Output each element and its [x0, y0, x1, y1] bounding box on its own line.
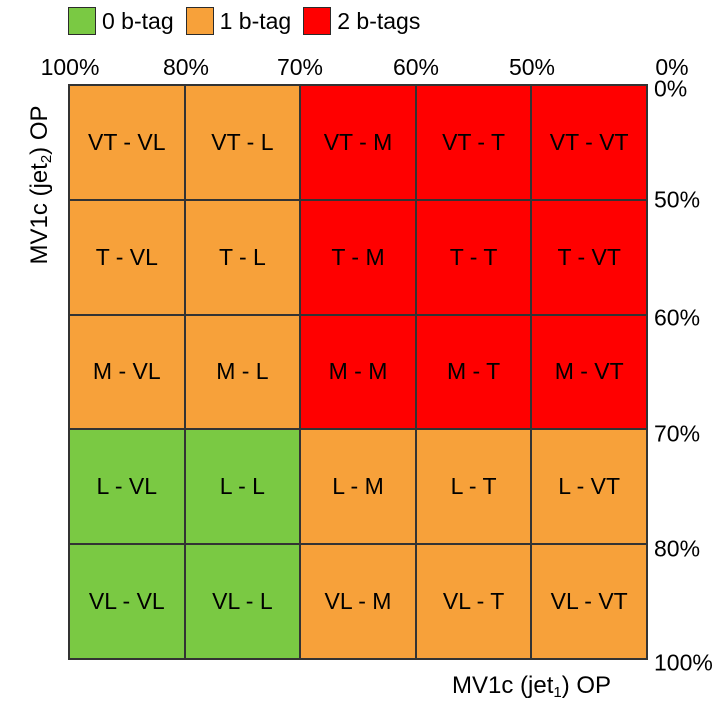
y-axis-title-prefix: MV1c (jet	[26, 163, 53, 265]
grid-cell: M - L	[184, 314, 301, 430]
legend-swatch-1-btag	[185, 7, 214, 35]
x-axis-title-prefix: MV1c (jet	[452, 672, 554, 699]
grid-cell: VT - L	[184, 85, 301, 200]
y-tick-label: 80%	[654, 535, 701, 562]
grid-cell: T - L	[184, 199, 301, 315]
grid-cell: VL - M	[300, 544, 416, 659]
grid-cell: T - VT	[531, 199, 647, 315]
grid-cell: VT - T	[415, 85, 532, 200]
grid-cell: VT - M	[300, 85, 416, 200]
y-axis-title: MV1c (jet2) OP	[26, 105, 55, 265]
grid-cell: L - T	[415, 429, 532, 545]
x-tick-label: 70%	[276, 54, 324, 80]
x-tick-label: 100%	[40, 54, 100, 80]
legend-item-0-btag: 0 b-tag	[68, 7, 174, 35]
x-tick-label: 50%	[508, 54, 556, 80]
y-axis-title-subscript: 2	[38, 154, 55, 164]
y-tick-label: 50%	[654, 186, 701, 213]
x-tick-label: 80%	[162, 54, 210, 80]
grid-cell: VT - VL	[69, 85, 185, 200]
grid-cell: VL - VL	[69, 544, 185, 659]
grid-cell: T - VL	[69, 199, 185, 315]
grid-cell: VL - T	[415, 544, 532, 659]
grid-cell: L - VT	[531, 429, 647, 545]
x-tick-label: 0%	[655, 54, 689, 80]
y-axis-title-suffix: ) OP	[26, 105, 53, 155]
grid-cell: M - M	[300, 314, 416, 430]
grid-cell: L - L	[184, 429, 301, 545]
y-tick-label: 60%	[654, 304, 701, 331]
grid-cell: M - VT	[531, 314, 647, 430]
y-tick-label: 0%	[654, 75, 688, 102]
x-axis-title: MV1c (jet1) OP	[452, 672, 611, 700]
legend-item-2-btags: 2 b-tags	[303, 7, 420, 35]
x-tick-label: 60%	[392, 54, 440, 80]
legend-label-0-btag: 0 b-tag	[102, 7, 174, 34]
operating-point-grid: VT - VL VT - L VT - M VT - T VT - VT T - VL T …	[68, 84, 648, 660]
grid-cell: T - M	[300, 199, 416, 315]
legend: 0 b-tag 1 b-tag 2 b-tags	[68, 4, 432, 38]
x-axis-title-suffix: ) OP	[561, 672, 612, 699]
grid-cell: L - M	[300, 429, 416, 545]
legend-label-1-btag: 1 b-tag	[219, 7, 292, 34]
grid-cell: L - VL	[69, 429, 185, 545]
y-tick-label: 100%	[654, 649, 713, 676]
legend-item-1-btag: 1 b-tag	[185, 7, 292, 35]
grid-cell: M - T	[415, 314, 532, 430]
grid-cell: VT - VT	[531, 85, 647, 200]
grid-cell: T - T	[415, 199, 532, 315]
legend-label-2-btags: 2 b-tags	[337, 7, 421, 34]
grid-cell: VL - L	[184, 544, 301, 659]
grid-cell: M - VL	[69, 314, 185, 430]
grid-cell: VL - VT	[531, 544, 647, 659]
x-axis-title-subscript: 1	[553, 684, 562, 701]
legend-swatch-2-btags	[303, 7, 332, 35]
legend-swatch-0-btag	[68, 7, 96, 35]
y-tick-label: 70%	[654, 420, 701, 447]
